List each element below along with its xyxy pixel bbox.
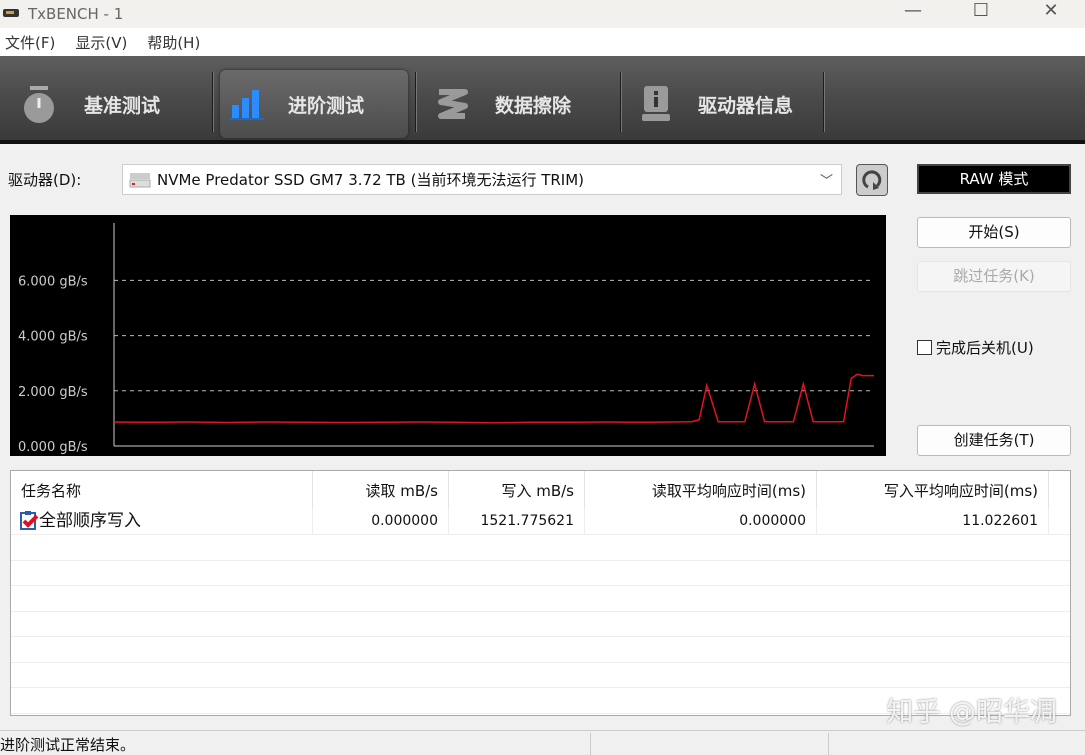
row-divider [11,661,1070,663]
tab-label: 基准测试 [84,94,161,117]
column-header[interactable]: 读取平均响应时间(ms) [585,471,817,509]
y-tick-label: 2.000 gB/s [18,385,88,400]
y-tick-label: 6.000 gB/s [18,274,88,289]
row-divider [11,636,1070,637]
menu-bar: 文件(F) 显示(V) 帮助(H) [0,28,1085,56]
tab-label: 数据擦除 [495,94,572,117]
drive-select[interactable]: NVMe Predator SSD GM7 3.72 TB (当前环境无法运行 … [122,164,842,195]
tab-advanced-test[interactable]: 进阶测试 [220,70,408,138]
y-tick-label: 0.000 gB/s [18,440,88,455]
throughput-chart: 0.000 gB/s 2.000 gB/s 4.000 gB/s 6.000 gB/s [10,215,886,456]
value-cell[interactable]: 11.022601 [817,509,1049,534]
value-cell[interactable]: 0.000000 [313,509,449,534]
chevron-down-icon: ﹀ [819,174,833,189]
task-table: 任务名称 读取 mB/s 写入 mB/s 读取平均响应时间(ms) 写入平均响应时间(m… [10,470,1071,716]
column-header[interactable]: 写入平均响应时间(ms) [817,471,1049,509]
watermark: 知乎 @昭华凋 [886,697,1057,728]
status-text: 进阶测试正常结束。 [0,736,136,754]
tab-drive-info[interactable]: 驱动器信息 [620,70,820,138]
drive-label: 驱动器(D): [8,171,82,189]
tab-data-erase[interactable]: 数据擦除 [415,70,615,138]
close-button[interactable]: ✕ [1043,0,1059,21]
create-task-button[interactable]: 创建任务(T) [917,425,1071,456]
y-tick-label: 4.000 gB/s [18,330,88,345]
task-name: 全部顺序写入 [39,511,141,531]
refresh-icon [862,170,882,190]
start-button[interactable]: 开始(S) [917,217,1071,248]
refresh-button[interactable] [856,164,888,196]
tab-label: 驱动器信息 [698,94,794,117]
status-bar: 进阶测试正常结束。 [0,730,1085,755]
drive-selected-value: NVMe Predator SSD GM7 3.72 TB (当前环境无法运行 … [157,171,585,189]
series-line [113,373,874,424]
menu-file[interactable]: 文件(F) [5,33,56,52]
row-divider [11,687,1070,688]
main-toolbar: 基准测试 进阶测试 数据擦除 驱动器信息 [0,56,1085,144]
column-header[interactable]: 读取 mB/s [313,471,449,509]
column-header[interactable]: 任务名称 [11,471,313,509]
column-header[interactable]: 写入 mB/s [449,471,585,509]
title-bar: TxBENCH - 1 [0,0,1085,28]
value-cell[interactable]: 1521.775621 [449,509,585,534]
skip-task-button[interactable]: 跳过任务(K) [917,261,1071,292]
shutdown-after-checkbox[interactable]: 完成后关机(U) [917,337,1034,358]
menu-help[interactable]: 帮助(H) [147,33,201,52]
window-title: TxBENCH - 1 [28,5,124,23]
bar-chart-icon [230,90,264,120]
drive-info-icon [642,86,670,121]
task-clipboard-icon [20,511,39,530]
task-name-cell[interactable]: 全部顺序写入 [11,509,313,534]
row-divider [11,712,1070,714]
maximize-button[interactable]: ☐ [972,0,990,21]
raw-mode-indicator: RAW 模式 [917,164,1071,194]
drive-icon [129,172,151,187]
menu-view[interactable]: 显示(V) [75,33,128,52]
app-icon [3,9,19,17]
checkbox[interactable] [917,340,932,355]
value-cell[interactable]: 0.000000 [585,509,817,534]
row-divider [11,585,1070,586]
tab-label: 进阶测试 [288,94,365,117]
eraser-icon [438,89,468,119]
row-divider [11,534,1070,535]
checkbox-label: 完成后关机(U) [936,339,1034,357]
tab-benchmark[interactable]: 基准测试 [0,70,210,138]
row-divider [11,610,1070,612]
minimize-button[interactable]: — [904,0,922,21]
stopwatch-icon [24,86,54,123]
row-divider [11,559,1070,561]
